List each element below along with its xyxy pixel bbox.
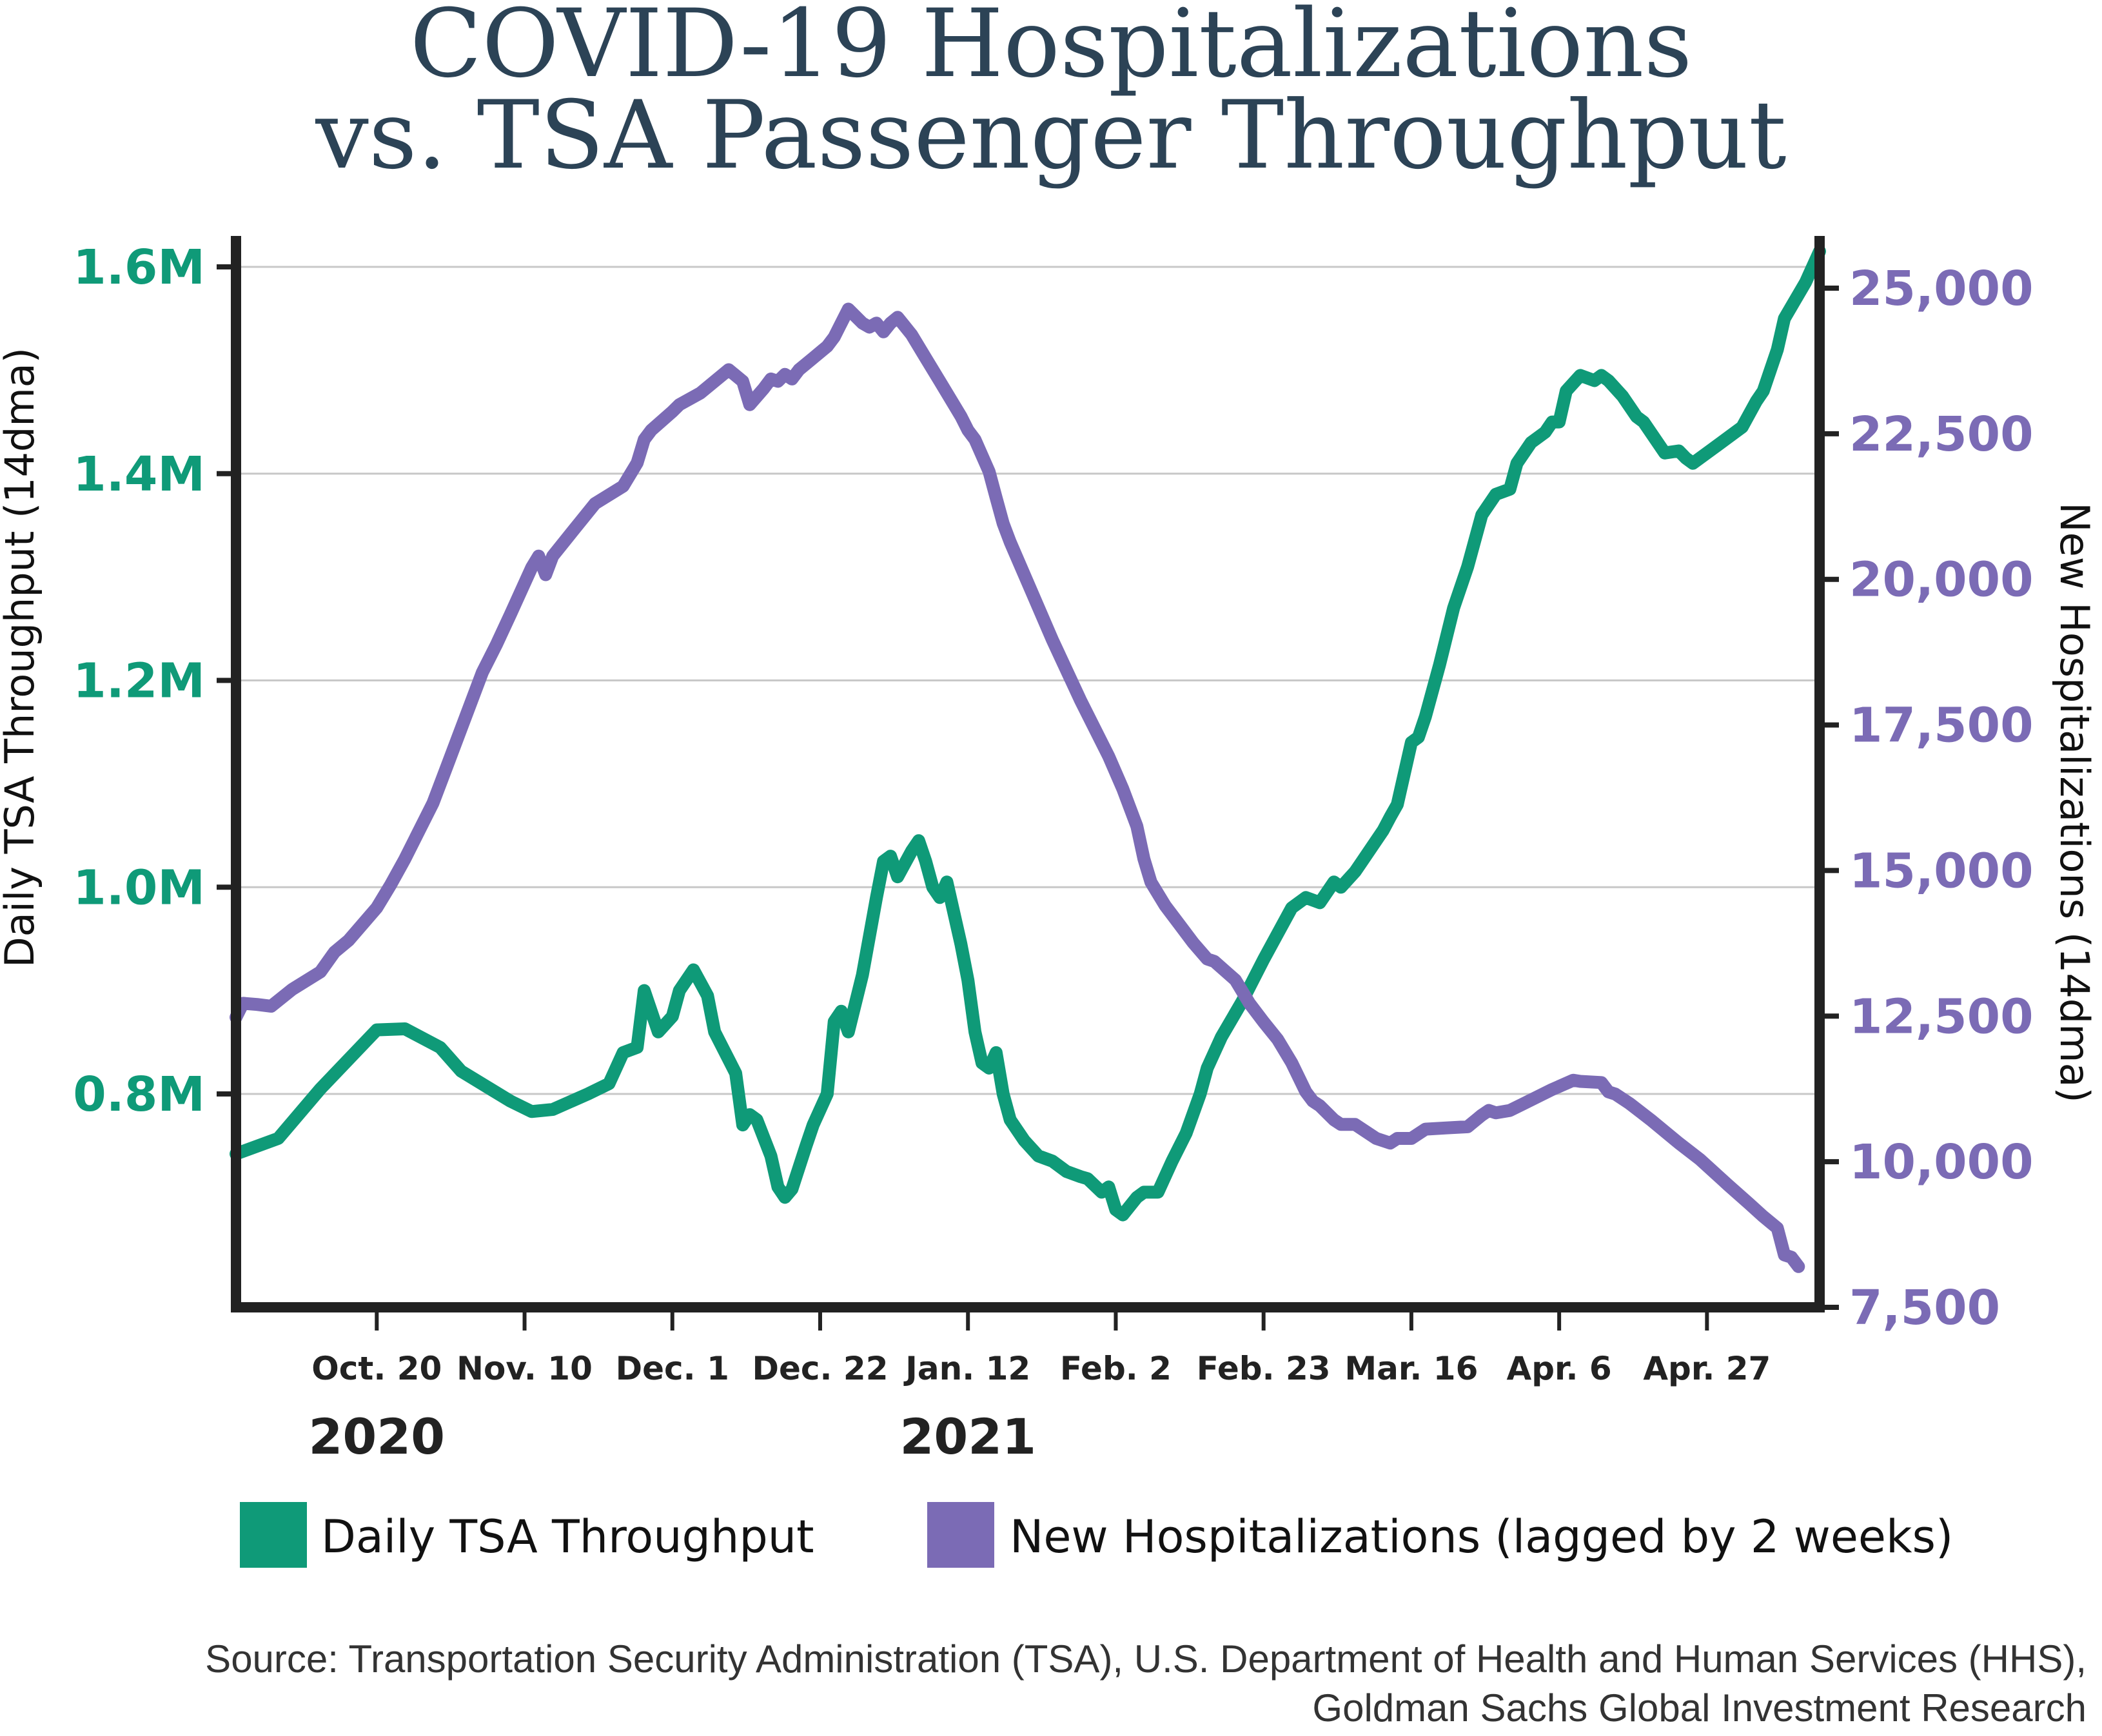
x-tick-label-3: Dec. 22: [752, 1350, 888, 1387]
y-left-tick-label-2: 1.2M: [73, 654, 205, 709]
x-year-label-2021: 2021: [899, 1408, 1036, 1465]
y-left-tick-label-0: 0.8M: [73, 1067, 205, 1122]
x-tick-label-9: Apr. 27: [1643, 1350, 1771, 1387]
x-year-label-2020: 2020: [309, 1408, 446, 1465]
y-right-tick-label-5: 20,000: [1849, 552, 2034, 608]
y-left-tick-label-3: 1.4M: [73, 447, 205, 502]
source-note-line-2: Goldman Sachs Global Investment Research: [1312, 1686, 2087, 1730]
y-right-tick-label-6: 22,500: [1849, 407, 2034, 462]
y-right-tick-label-0: 7,500: [1849, 1280, 2000, 1336]
x-tick-label-5: Feb. 2: [1060, 1350, 1172, 1387]
series-line-new-hospitalizations: [230, 302, 1805, 1273]
y-left-tick-label-4: 1.6M: [73, 240, 205, 295]
chart-title-line-2: vs. TSA Passenger Throughput: [315, 81, 1786, 190]
y-left-tick-label-1: 1.0M: [73, 860, 205, 915]
legend: Daily TSA Throughput New Hospitalization…: [240, 1502, 1953, 1568]
source-note-line-1: Source: Transportation Security Administ…: [205, 1637, 2087, 1681]
x-tick-label-4: Jan. 12: [903, 1350, 1030, 1387]
legend-label-hospitalizations: New Hospitalizations (lagged by 2 weeks): [1010, 1510, 1953, 1563]
y-right-tick-label-2: 12,500: [1849, 989, 2034, 1044]
y-right-tick-label-3: 15,000: [1849, 843, 2034, 899]
y-right-tick-label-7: 25,000: [1849, 261, 2034, 317]
x-tick-label-0: Oct. 20: [311, 1350, 442, 1387]
legend-swatch-tsa: [240, 1502, 307, 1568]
y-axis-right-label: New Hospitalizations (14dma): [2051, 502, 2098, 1102]
x-tick-label-1: Nov. 10: [457, 1350, 593, 1387]
x-tick-label-6: Feb. 23: [1197, 1350, 1331, 1387]
x-tick-label-8: Apr. 6: [1507, 1350, 1612, 1387]
y-axis-left-label: Daily TSA Throughput (14dma): [0, 347, 43, 968]
x-tick-label-2: Dec. 1: [616, 1350, 729, 1387]
x-tick-label-7: Mar. 16: [1344, 1350, 1478, 1387]
legend-swatch-hospitalizations: [927, 1502, 994, 1568]
y-right-tick-label-1: 10,000: [1849, 1135, 2034, 1190]
tick-labels: 0.8M 1.0M 1.2M 1.4M 1.6M 7,500 10,000 12,500 15,…: [73, 240, 2033, 1465]
axes: [217, 236, 1839, 1331]
series-layer: [230, 244, 1826, 1273]
series-line-tsa-throughput: [230, 244, 1826, 1222]
chart-title-line-1: COVID-19 Hospitalizations: [410, 0, 1693, 99]
y-right-tick-label-4: 17,500: [1849, 698, 2034, 754]
legend-label-tsa: Daily TSA Throughput: [321, 1510, 814, 1563]
